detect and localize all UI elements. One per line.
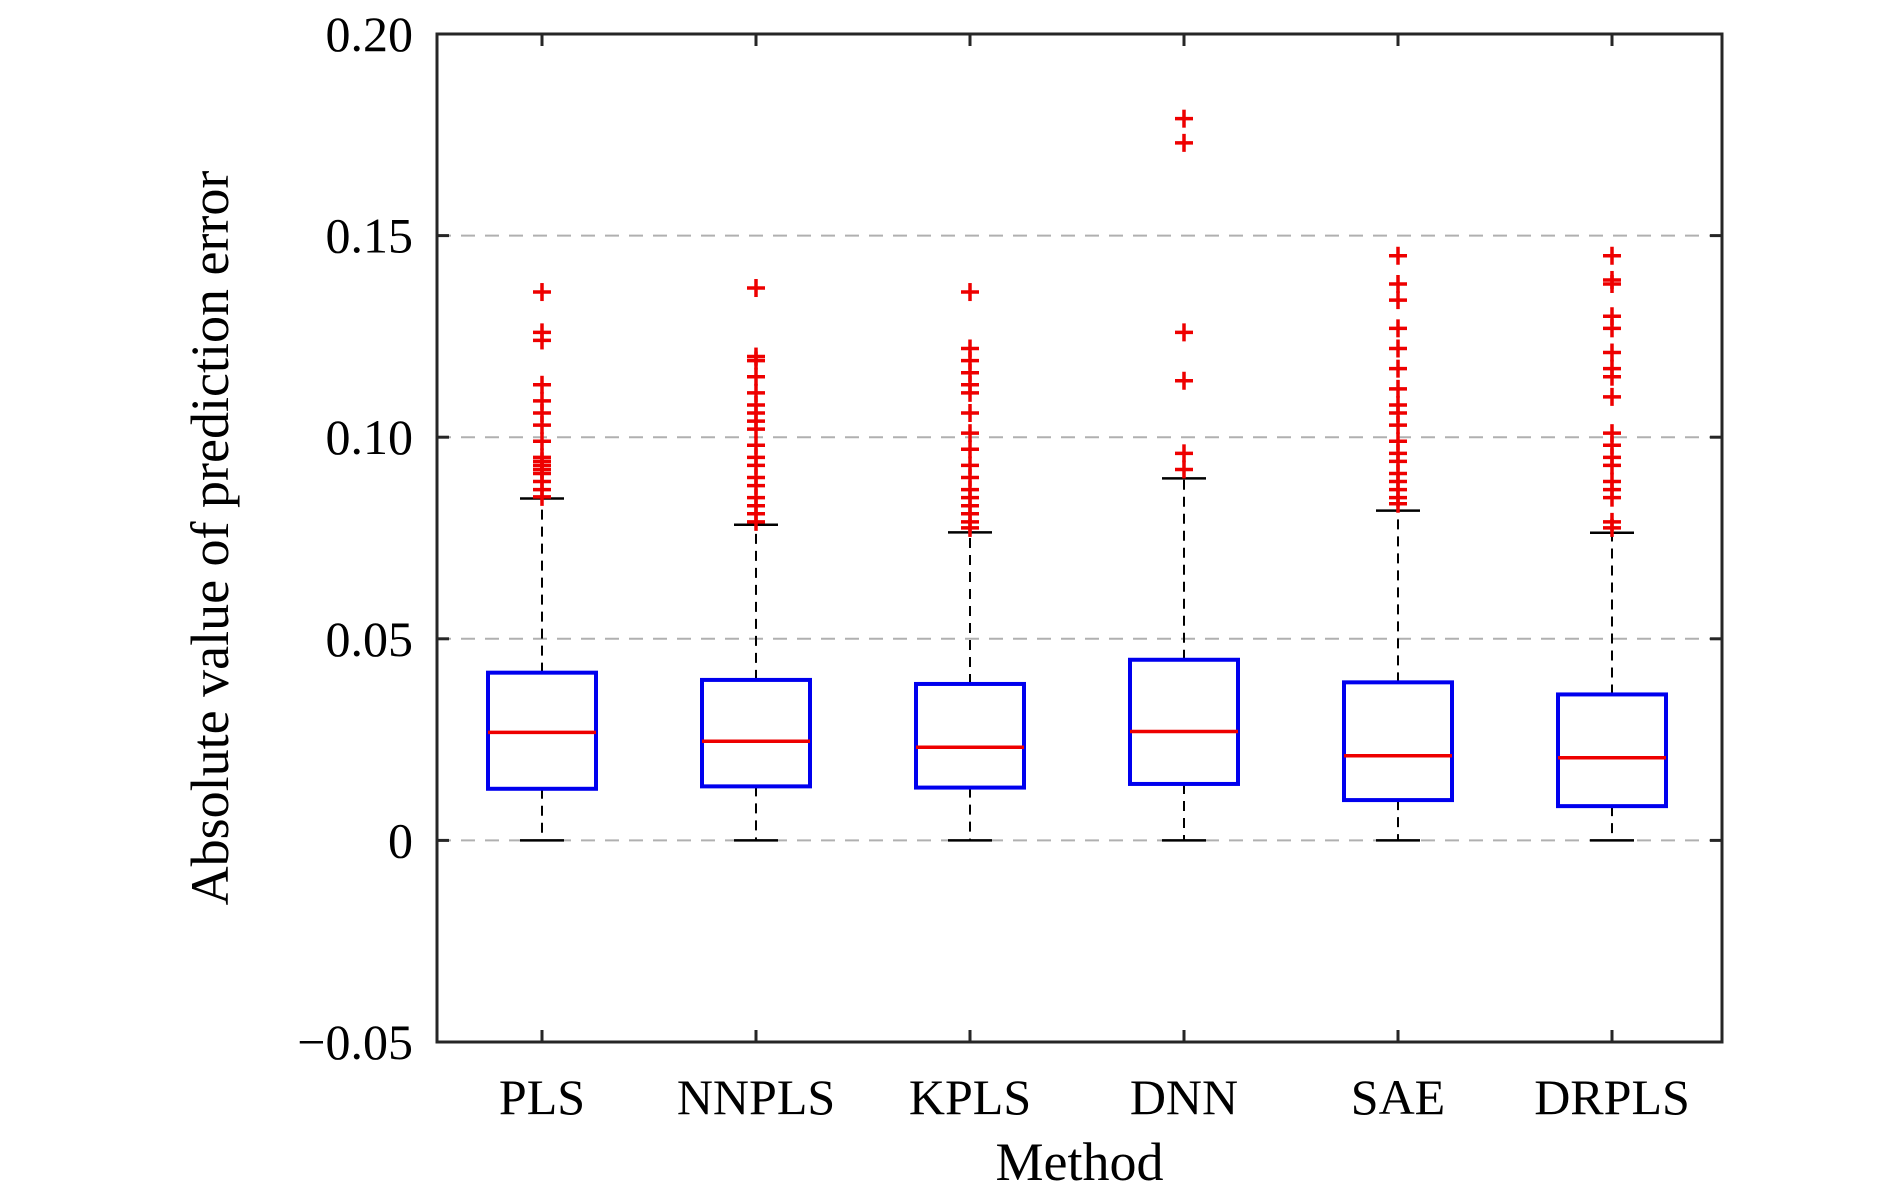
outlier-marker [747,279,765,298]
outlier-marker [961,339,979,358]
x-tick-label: KPLS [909,1069,1031,1125]
outlier-marker [1603,387,1621,406]
x-tick-label: PLS [499,1069,585,1125]
outlier-marker [1175,371,1193,390]
outlier-marker [1389,395,1407,414]
outlier-marker [1603,246,1621,265]
outlier-marker [1389,379,1407,398]
outlier-marker [1603,307,1621,326]
outlier-marker [1175,444,1193,463]
x-tick-label: DNN [1130,1069,1238,1125]
outlier-marker [533,323,551,342]
outlier-marker [533,432,551,451]
outlier-marker [1389,432,1407,451]
box-group-sae [1342,246,1454,842]
outlier-marker [1175,109,1193,128]
iqr-box [1128,657,1240,786]
outlier-marker [533,375,551,394]
plot-frame [435,32,1724,1044]
y-tick-label: −0.05 [297,1014,413,1070]
y-tick-label: 0 [388,812,413,868]
outlier-marker [747,436,765,455]
y-tick-label: 0.10 [326,409,414,465]
outlier-marker [1603,343,1621,362]
box-group-pls [486,283,598,842]
iqr-box [914,681,1026,790]
y-tick-label: 0.20 [326,6,414,62]
iqr-box [700,677,812,789]
outlier-marker [1603,359,1621,378]
outlier-marker [1389,359,1407,378]
outlier-marker [1603,512,1621,531]
box-group-nnpls [700,279,812,842]
outlier-marker [1603,270,1621,289]
outlier-marker [961,283,979,302]
outlier-marker [1175,460,1193,479]
x-tick-label: DRPLS [1534,1069,1690,1125]
outlier-marker [533,391,551,410]
outlier-marker [1603,472,1621,491]
outlier-marker [747,367,765,386]
outlier-marker [1603,424,1621,443]
iqr-box [1556,692,1668,809]
outlier-marker [747,347,765,366]
iqr-box [1342,680,1454,803]
outlier-marker [1389,291,1407,310]
outlier-marker [961,456,979,475]
box-group-drpls [1556,246,1668,842]
outlier-marker [1175,323,1193,342]
box-plots [486,109,1668,842]
outlier-marker [1389,246,1407,265]
outlier-marker [1389,274,1407,293]
outlier-marker [747,383,765,402]
outlier-marker [961,440,979,459]
y-tick-label: 0.05 [326,611,414,667]
outlier-marker [533,283,551,302]
outlier-marker [961,404,979,423]
x-tick-label: SAE [1351,1069,1445,1125]
outlier-marker [1175,133,1193,152]
x-axis-title: Method [996,1132,1164,1192]
box-group-dnn [1128,109,1240,842]
y-axis-title: Absolute value of prediction error [180,171,240,906]
outlier-marker [961,424,979,443]
outlier-marker [1389,339,1407,358]
axis-ticks: −0.05 0 0.05 0.10 0.15 0.20 PLS NNPLS KPLS DNN SAE… [297,6,1722,1125]
box-group-kpls [914,283,1026,842]
outlier-marker [533,448,551,467]
grid-lines [437,234,1722,842]
outlier-marker [1389,319,1407,338]
x-tick-label: NNPLS [677,1069,835,1125]
y-tick-label: 0.15 [326,208,414,264]
